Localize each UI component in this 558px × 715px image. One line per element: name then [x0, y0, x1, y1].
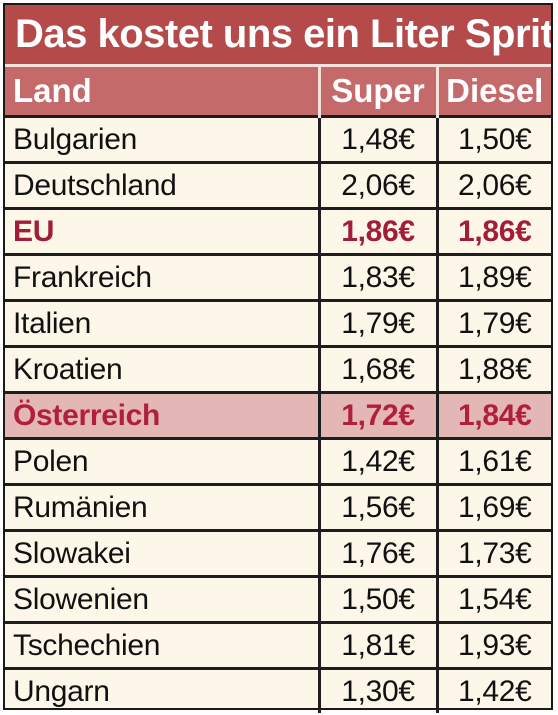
diesel-price-cell: 2,06€: [437, 161, 551, 209]
table-title: Das kostet uns ein Liter Sprit: [5, 5, 551, 67]
super-price-cell: 1,72€: [319, 391, 439, 439]
super-price-cell: 1,76€: [319, 529, 439, 577]
fuel-price-table: Land Super Diesel Bulgarien 1,48€ 1,50€ …: [5, 67, 551, 713]
super-price-cell: 1,30€: [319, 667, 439, 713]
super-price-cell: 1,42€: [319, 437, 439, 485]
super-price-cell: 1,86€: [319, 207, 439, 255]
header-country: Land: [5, 67, 321, 117]
country-cell: Rumänien: [5, 483, 321, 531]
super-price-cell: 1,68€: [319, 345, 439, 393]
table-row: Italien 1,79€ 1,79€: [5, 299, 551, 347]
country-cell: Österreich: [5, 391, 321, 439]
diesel-price-cell: 1,54€: [437, 575, 551, 623]
table-row: Ungarn 1,30€ 1,42€: [5, 667, 551, 713]
super-price-cell: 2,06€: [319, 161, 439, 209]
table-row: Deutschland 2,06€ 2,06€: [5, 161, 551, 209]
header-row: Land Super Diesel: [5, 67, 551, 117]
table-row-eu: EU 1,86€ 1,86€: [5, 207, 551, 255]
diesel-price-cell: 1,88€: [437, 345, 551, 393]
header-diesel: Diesel: [437, 67, 551, 117]
country-cell: Tschechien: [5, 621, 321, 669]
country-cell: Frankreich: [5, 253, 321, 301]
country-cell: Slowenien: [5, 575, 321, 623]
super-price-cell: 1,50€: [319, 575, 439, 623]
super-price-cell: 1,56€: [319, 483, 439, 531]
country-cell: EU: [5, 207, 321, 255]
super-price-cell: 1,81€: [319, 621, 439, 669]
country-cell: Polen: [5, 437, 321, 485]
diesel-price-cell: 1,61€: [437, 437, 551, 485]
country-cell: Slowakei: [5, 529, 321, 577]
table-row: Kroatien 1,68€ 1,88€: [5, 345, 551, 393]
diesel-price-cell: 1,93€: [437, 621, 551, 669]
country-cell: Kroatien: [5, 345, 321, 393]
diesel-price-cell: 1,79€: [437, 299, 551, 347]
country-cell: Deutschland: [5, 161, 321, 209]
table-row: Slowenien 1,50€ 1,54€: [5, 575, 551, 623]
table-row: Tschechien 1,81€ 1,93€: [5, 621, 551, 669]
header-super: Super: [319, 67, 439, 117]
table-row: Frankreich 1,83€ 1,89€: [5, 253, 551, 301]
diesel-price-cell: 1,86€: [437, 207, 551, 255]
diesel-price-cell: 1,42€: [437, 667, 551, 713]
diesel-price-cell: 1,50€: [437, 115, 551, 163]
super-price-cell: 1,83€: [319, 253, 439, 301]
super-price-cell: 1,48€: [319, 115, 439, 163]
super-price-cell: 1,79€: [319, 299, 439, 347]
country-cell: Italien: [5, 299, 321, 347]
diesel-price-cell: 1,69€: [437, 483, 551, 531]
diesel-price-cell: 1,89€: [437, 253, 551, 301]
table-row: Slowakei 1,76€ 1,73€: [5, 529, 551, 577]
table-row: Polen 1,42€ 1,61€: [5, 437, 551, 485]
table-row: Bulgarien 1,48€ 1,50€: [5, 115, 551, 163]
country-cell: Ungarn: [5, 667, 321, 713]
table-row: Rumänien 1,56€ 1,69€: [5, 483, 551, 531]
country-cell: Bulgarien: [5, 115, 321, 163]
price-table-card: Das kostet uns ein Liter Sprit Land Supe…: [3, 3, 553, 713]
table-row-highlighted: Österreich 1,72€ 1,84€: [5, 391, 551, 439]
diesel-price-cell: 1,73€: [437, 529, 551, 577]
diesel-price-cell: 1,84€: [437, 391, 551, 439]
